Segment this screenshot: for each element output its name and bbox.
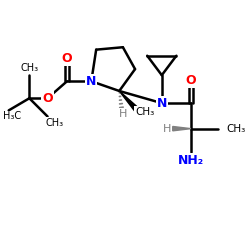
Polygon shape <box>173 126 191 131</box>
Text: CH₃: CH₃ <box>135 107 154 117</box>
Text: O: O <box>186 74 196 86</box>
Text: N: N <box>156 97 167 110</box>
Text: H₃C: H₃C <box>2 112 21 122</box>
Text: H: H <box>119 109 127 119</box>
Text: NH₂: NH₂ <box>178 154 204 167</box>
Text: CH₃: CH₃ <box>46 118 64 128</box>
Polygon shape <box>119 91 138 111</box>
Text: H: H <box>162 124 171 134</box>
Text: O: O <box>62 52 72 65</box>
Text: N: N <box>86 75 97 88</box>
Text: CH₃: CH₃ <box>226 124 246 134</box>
Text: CH₃: CH₃ <box>20 63 38 73</box>
Text: O: O <box>42 92 53 105</box>
